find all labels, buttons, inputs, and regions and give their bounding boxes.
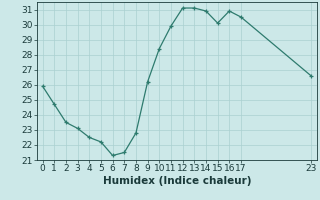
X-axis label: Humidex (Indice chaleur): Humidex (Indice chaleur) bbox=[102, 176, 251, 186]
